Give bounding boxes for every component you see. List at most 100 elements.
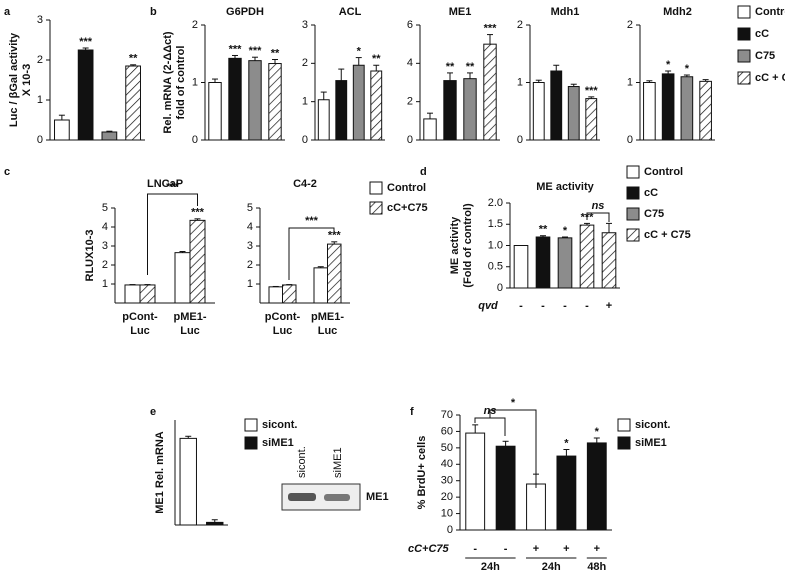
y-axis-label: Luc / βGal activity — [8, 32, 20, 127]
group-label: 24h — [542, 561, 561, 573]
y-tick-label: 1 — [192, 76, 198, 88]
legend-swatch — [626, 228, 640, 242]
legend-label: Control — [755, 6, 785, 18]
bar — [327, 243, 342, 304]
annotation: ** — [446, 61, 455, 73]
bar — [680, 76, 694, 141]
bar — [463, 78, 477, 141]
bar — [352, 64, 365, 141]
legend-swatch — [244, 418, 258, 432]
blot-band — [288, 493, 316, 501]
row-label: qvd — [478, 300, 498, 312]
bar — [282, 284, 297, 304]
bar — [483, 43, 497, 141]
chart-title: C4-2 — [293, 178, 317, 190]
bar — [532, 82, 545, 141]
row-sign: + — [594, 543, 600, 555]
bar — [423, 118, 437, 141]
x-tick-label-part: Luc — [180, 325, 200, 337]
panel-letter: a — [4, 6, 11, 18]
annotation: *** — [229, 43, 243, 55]
bar — [643, 82, 656, 141]
row-sign: + — [533, 543, 539, 555]
bar — [313, 267, 328, 304]
y-tick-label: 0 — [447, 524, 453, 536]
legend-swatch — [737, 27, 751, 41]
y-axis-label: Rel. mRNA (2-ΔΔct) — [162, 31, 174, 134]
bar — [526, 483, 546, 531]
bar — [567, 86, 580, 141]
annotation: ** — [539, 224, 548, 236]
y-tick-label: 1.0 — [488, 239, 503, 251]
annotation: ** — [271, 47, 280, 59]
y-tick-label: 1 — [302, 96, 308, 108]
y-axis-label: X 10-3 — [21, 64, 33, 96]
legend-swatch — [626, 207, 640, 221]
y-tick-label: 2 — [102, 259, 108, 271]
chart-title: Mdh2 — [663, 6, 692, 18]
bar — [208, 82, 222, 141]
y-tick-label: 2 — [627, 19, 633, 31]
legend-label: cC + C75 — [755, 72, 785, 84]
annotation: * — [563, 225, 568, 237]
y-tick-label: 1 — [627, 76, 633, 88]
legend-swatch — [626, 165, 640, 179]
annotation: ** — [372, 53, 381, 65]
bracket-label: *** — [166, 181, 180, 193]
bar — [585, 98, 598, 141]
legend-label: sicont. — [262, 419, 297, 431]
row-sign: + — [563, 543, 569, 555]
legend-label: C75 — [644, 208, 664, 220]
panel-letter: d — [420, 166, 427, 178]
annotation: * — [666, 59, 671, 71]
bar — [495, 445, 516, 531]
panel-letter: b — [150, 6, 157, 18]
bracket-label: ns — [592, 200, 605, 212]
legend-swatch — [244, 436, 258, 450]
y-tick-label: 3 — [247, 240, 253, 252]
y-axis-label: ME activity — [449, 216, 461, 274]
bar — [125, 65, 141, 141]
bar — [557, 237, 573, 289]
y-tick-label: 0.5 — [488, 261, 503, 273]
bracket-label: *** — [305, 215, 319, 227]
x-tick-label-part: pME1- — [174, 311, 207, 323]
y-tick-label: 2 — [517, 19, 523, 31]
bar — [54, 119, 70, 141]
y-tick-label: 40 — [441, 458, 453, 470]
y-tick-label: 4 — [247, 221, 253, 233]
y-tick-label: 4 — [102, 221, 108, 233]
x-tick-label: pME1- Luc — [311, 311, 344, 337]
bar — [550, 70, 563, 141]
y-tick-label: 1 — [102, 278, 108, 290]
chart-title: Mdh1 — [551, 6, 580, 18]
x-tick-label-part: pME1- — [311, 311, 344, 323]
legend-swatch — [737, 49, 751, 63]
bar — [661, 73, 675, 141]
y-tick-label: 3 — [302, 19, 308, 31]
legend-label: siME1 — [262, 437, 294, 449]
bar — [370, 70, 383, 141]
x-tick-label-part: Luc — [318, 325, 338, 337]
bar — [189, 219, 206, 304]
y-tick-label: 0 — [37, 134, 43, 146]
bracket — [489, 409, 537, 488]
legend-label: cC + C75 — [644, 229, 691, 241]
legend-label: cC — [755, 28, 769, 40]
y-tick-label: 10 — [441, 507, 453, 519]
y-tick-label: 4 — [407, 57, 413, 69]
bar — [228, 57, 242, 141]
bracket — [586, 212, 610, 222]
y-tick-label: 2 — [302, 57, 308, 69]
bracket-label: * — [511, 397, 516, 409]
bar — [556, 455, 577, 531]
legend-swatch — [617, 436, 631, 450]
row-sign: - — [473, 543, 477, 555]
annotation: *** — [585, 85, 599, 97]
legend-label: cC+C75 — [387, 202, 428, 214]
panel-letter: c — [4, 166, 10, 178]
annotation: *** — [191, 207, 205, 219]
annotation: * — [595, 426, 600, 438]
legend-label: Control — [387, 182, 426, 194]
bar — [139, 284, 156, 304]
